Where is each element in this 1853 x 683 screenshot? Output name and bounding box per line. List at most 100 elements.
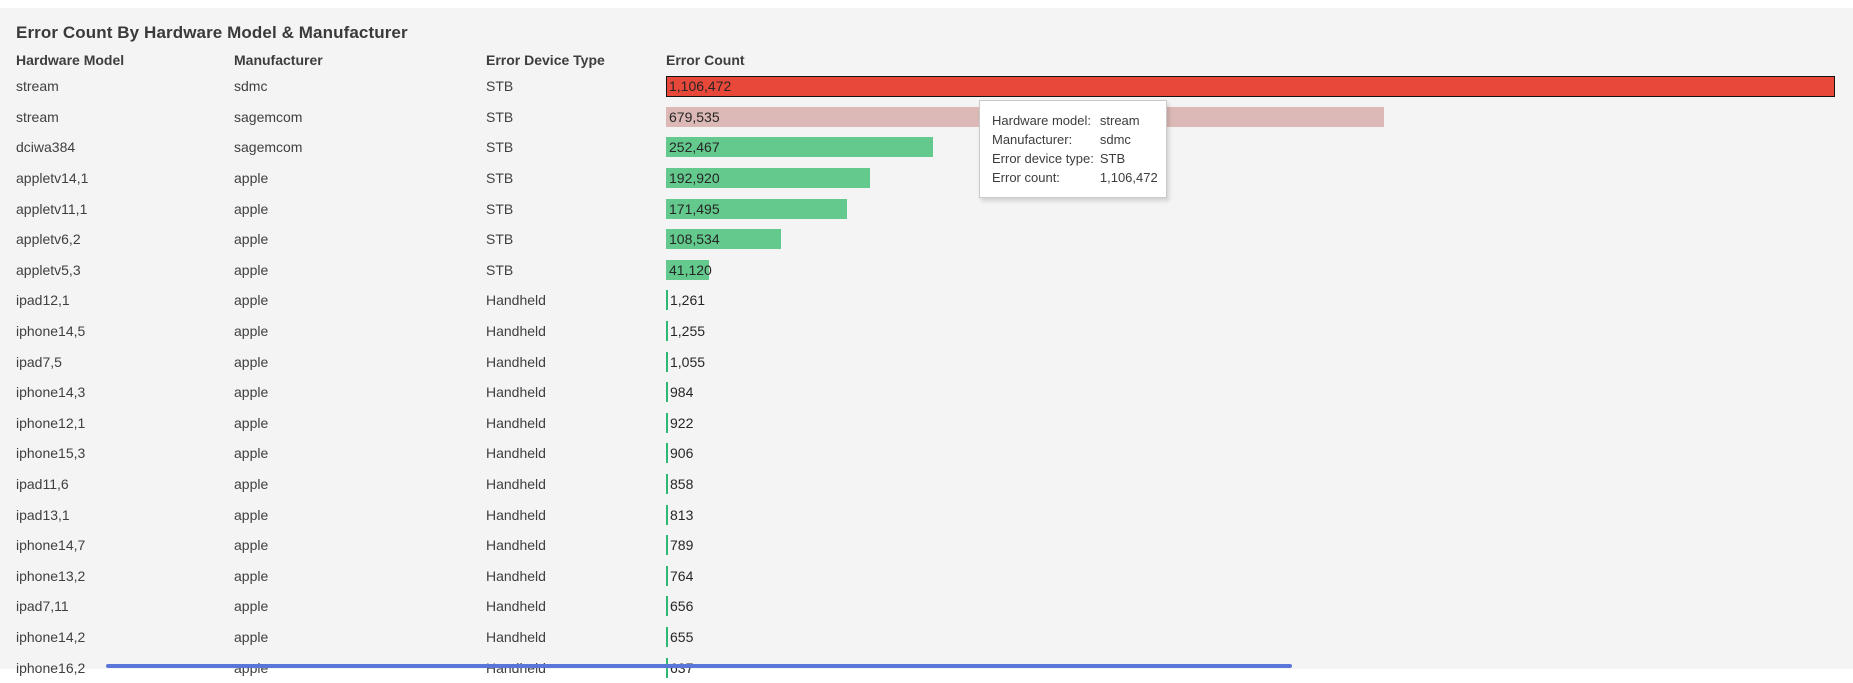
- cell-manufacturer: apple: [234, 445, 486, 461]
- error-count-bar[interactable]: [666, 76, 1835, 97]
- bar-tooltip: Hardware model: stream Manufacturer: sdm…: [979, 100, 1167, 198]
- error-count-value: 1,261: [670, 292, 705, 308]
- tooltip-label-error-device-type: Error device type:: [992, 149, 1100, 168]
- table-row: ipad7,11 apple Handheld 656: [16, 591, 1837, 622]
- cell-manufacturer: apple: [234, 231, 486, 247]
- column-header-manufacturer: Manufacturer: [234, 52, 486, 68]
- table-row: iphone15,3 apple Handheld 906: [16, 438, 1837, 469]
- error-count-value: 252,467: [669, 139, 720, 155]
- error-count-cell: 679,535: [666, 102, 1837, 133]
- cell-manufacturer: sdmc: [234, 78, 486, 94]
- error-count-value: 984: [670, 384, 693, 400]
- cell-error-device-type: Handheld: [486, 537, 666, 553]
- column-header-error-count: Error Count: [666, 52, 1837, 68]
- error-count-bar[interactable]: [666, 352, 668, 372]
- error-count-cell: 813: [666, 499, 1837, 530]
- error-count-cell: 789: [666, 530, 1837, 561]
- error-count-cell: 656: [666, 591, 1837, 622]
- error-count-value: 171,495: [669, 201, 720, 217]
- table-row: iphone13,2 apple Handheld 764: [16, 561, 1837, 592]
- error-count-value: 655: [670, 629, 693, 645]
- error-count-cell: 764: [666, 561, 1837, 592]
- cell-manufacturer: apple: [234, 598, 486, 614]
- cell-hardware-model: ipad7,11: [16, 598, 234, 614]
- cell-manufacturer: apple: [234, 476, 486, 492]
- table-row: ipad11,6 apple Handheld 858: [16, 469, 1837, 500]
- cell-error-device-type: Handheld: [486, 384, 666, 400]
- cell-error-device-type: Handheld: [486, 476, 666, 492]
- cell-hardware-model: stream: [16, 109, 234, 125]
- error-count-cell: 1,255: [666, 316, 1837, 347]
- table-row: iphone14,5 apple Handheld 1,255: [16, 316, 1837, 347]
- cell-error-device-type: Handheld: [486, 445, 666, 461]
- error-count-cell: 192,920: [666, 163, 1837, 194]
- error-count-cell: 252,467: [666, 132, 1837, 163]
- table-row: stream sdmc STB 1,106,472: [16, 71, 1837, 102]
- cell-manufacturer: apple: [234, 384, 486, 400]
- cell-hardware-model: appletv6,2: [16, 231, 234, 247]
- error-count-value: 922: [670, 415, 693, 431]
- cell-error-device-type: Handheld: [486, 507, 666, 523]
- error-count-value: 108,534: [669, 231, 720, 247]
- cell-hardware-model: iphone12,1: [16, 415, 234, 431]
- tooltip-label-hardware-model: Hardware model:: [992, 111, 1100, 130]
- error-count-value: 858: [670, 476, 693, 492]
- horizontal-scrollbar-thumb[interactable]: [106, 664, 1292, 668]
- cell-error-device-type: Handheld: [486, 354, 666, 370]
- cell-error-device-type: STB: [486, 201, 666, 217]
- cell-manufacturer: apple: [234, 292, 486, 308]
- tooltip-value-error-device-type: STB: [1100, 149, 1158, 168]
- error-count-bar[interactable]: [666, 382, 668, 402]
- table-row: appletv14,1 apple STB 192,920: [16, 163, 1837, 194]
- error-count-bar[interactable]: [666, 566, 668, 586]
- cell-manufacturer: sagemcom: [234, 139, 486, 155]
- table-row: appletv11,1 apple STB 171,495: [16, 193, 1837, 224]
- cell-hardware-model: ipad13,1: [16, 507, 234, 523]
- tooltip-value-error-count: 1,106,472: [1100, 168, 1158, 187]
- error-count-bar[interactable]: [666, 321, 668, 341]
- error-count-value: 764: [670, 568, 693, 584]
- column-header-error-device-type: Error Device Type: [486, 52, 666, 68]
- error-count-bar[interactable]: [666, 413, 668, 433]
- cell-error-device-type: Handheld: [486, 323, 666, 339]
- table-row: appletv5,3 apple STB 41,120: [16, 255, 1837, 286]
- table-row: iphone14,3 apple Handheld 984: [16, 377, 1837, 408]
- error-count-bar[interactable]: [666, 535, 668, 555]
- cell-error-device-type: Handheld: [486, 598, 666, 614]
- cell-error-device-type: STB: [486, 139, 666, 155]
- error-count-cell: 108,534: [666, 224, 1837, 255]
- tooltip-label-error-count: Error count:: [992, 168, 1100, 187]
- cell-error-device-type: STB: [486, 262, 666, 278]
- error-count-cell: 41,120: [666, 255, 1837, 286]
- cell-error-device-type: Handheld: [486, 292, 666, 308]
- error-count-cell: 906: [666, 438, 1837, 469]
- cell-error-device-type: STB: [486, 231, 666, 247]
- error-count-bar[interactable]: [666, 596, 668, 616]
- error-count-cell: 171,495: [666, 193, 1837, 224]
- cell-hardware-model: iphone13,2: [16, 568, 234, 584]
- table-row: ipad13,1 apple Handheld 813: [16, 499, 1837, 530]
- error-count-bar[interactable]: [666, 290, 668, 310]
- table-row: appletv6,2 apple STB 108,534: [16, 224, 1837, 255]
- error-count-bar[interactable]: [666, 505, 668, 525]
- error-count-bar[interactable]: [666, 627, 668, 647]
- error-count-value: 1,255: [670, 323, 705, 339]
- cell-manufacturer: apple: [234, 323, 486, 339]
- chart-panel: Error Count By Hardware Model & Manufact…: [0, 8, 1853, 669]
- error-count-bar[interactable]: [666, 474, 668, 494]
- cell-manufacturer: apple: [234, 170, 486, 186]
- cell-hardware-model: iphone14,5: [16, 323, 234, 339]
- cell-error-device-type: Handheld: [486, 415, 666, 431]
- cell-hardware-model: dciwa384: [16, 139, 234, 155]
- cell-hardware-model: iphone14,7: [16, 537, 234, 553]
- cell-manufacturer: apple: [234, 537, 486, 553]
- cell-manufacturer: apple: [234, 201, 486, 217]
- table-row: dciwa384 sagemcom STB 252,467: [16, 132, 1837, 163]
- cell-error-device-type: Handheld: [486, 629, 666, 645]
- cell-error-device-type: Handheld: [486, 568, 666, 584]
- error-count-cell: 1,106,472: [666, 71, 1837, 102]
- error-count-bar[interactable]: [666, 443, 668, 463]
- cell-error-device-type: STB: [486, 109, 666, 125]
- error-count-value: 906: [670, 445, 693, 461]
- error-count-cell: 655: [666, 622, 1837, 653]
